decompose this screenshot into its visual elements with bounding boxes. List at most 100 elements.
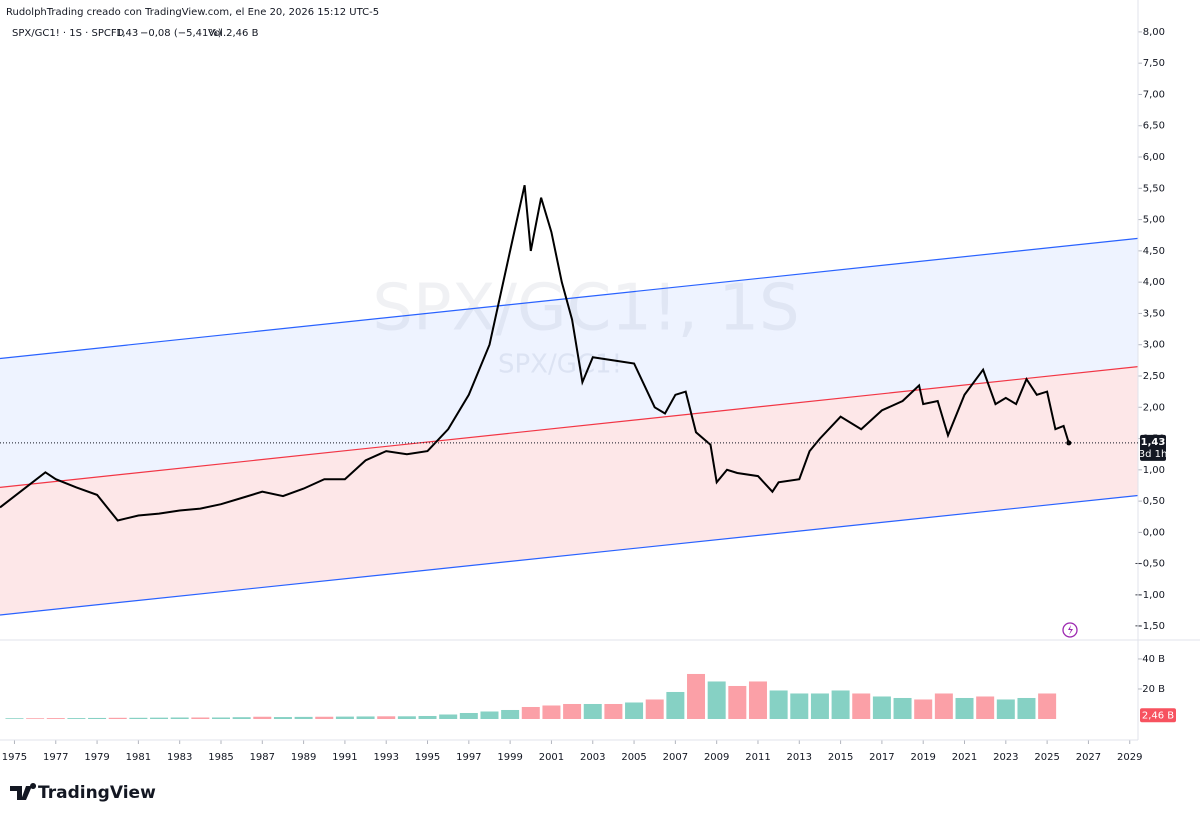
volume-bar: [439, 714, 458, 719]
volume-bar: [852, 693, 871, 719]
channel-line: [0, 494, 1139, 616]
volume-bar: [625, 702, 644, 719]
change: −0,08 (−5,41%): [140, 28, 222, 39]
volume-bar: [501, 709, 520, 719]
volume-bar: [170, 717, 189, 719]
volume-bar: [232, 717, 251, 719]
volume-bar: [377, 716, 396, 719]
flash-icon: [1062, 622, 1078, 638]
volume-bar: [542, 705, 561, 719]
volume-bar: [728, 685, 747, 719]
volume-bar: [872, 696, 891, 719]
volume-bar: [294, 716, 313, 719]
volume-bar: [67, 718, 86, 719]
x-tick-label: 1997: [456, 752, 481, 763]
volume-bar: [5, 718, 24, 719]
volume-bar: [748, 681, 767, 719]
x-tick-label: 2021: [952, 752, 977, 763]
y-tick-label: 6,00: [1143, 152, 1165, 163]
channel-fill-upper: [0, 238, 1138, 488]
y-tick-label: −0,50: [1134, 559, 1165, 570]
volume-bar: [645, 699, 664, 719]
y-tick-label: 4,50: [1143, 246, 1165, 257]
volume-bar: [521, 706, 540, 719]
volume-bar: [191, 717, 210, 719]
y-tick-label: 2,00: [1143, 402, 1165, 413]
x-tick-label: 2017: [869, 752, 894, 763]
brand: TradingView: [38, 783, 156, 803]
y-tick-label: 5,50: [1143, 183, 1165, 194]
x-tick-label: 2019: [910, 752, 935, 763]
x-tick-label: 2005: [621, 752, 646, 763]
x-tick-label: 2025: [1034, 752, 1059, 763]
x-tick-label: 2001: [539, 752, 564, 763]
brand-logo: [10, 783, 37, 800]
volume-header: Vol.2,46 B: [208, 28, 259, 39]
volume-bar: [687, 673, 706, 719]
x-tick-label: 1981: [126, 752, 151, 763]
y-tick-label: 0,50: [1143, 496, 1165, 507]
x-tick-label: 2011: [745, 752, 770, 763]
y-tick-label: 1,00: [1143, 465, 1165, 476]
countdown: 3d 1h: [1139, 449, 1168, 460]
x-tick-label: 1979: [84, 752, 109, 763]
volume-bar: [769, 690, 788, 719]
volume-bar: [150, 717, 169, 719]
volume-bar: [666, 691, 685, 719]
volume-bar: [459, 712, 478, 719]
volume-bar: [955, 697, 974, 719]
y-tick-label: 3,00: [1143, 340, 1165, 351]
y-tick-label: 8,00: [1143, 27, 1165, 38]
volume-bar: [893, 697, 912, 719]
x-tick-label: 2013: [787, 752, 812, 763]
volume-bar: [1017, 697, 1036, 719]
x-tick-label: 2029: [1117, 752, 1142, 763]
last-price-header: 1,43: [116, 28, 138, 39]
volume-tick-label: 40 B: [1142, 654, 1165, 665]
watermark: SPX/GC1!, 1S: [372, 272, 799, 346]
x-tick-label: 1999: [497, 752, 522, 763]
volume-bar: [129, 717, 148, 719]
last-price-box: [1140, 434, 1166, 461]
x-tick-label: 1989: [291, 752, 316, 763]
x-tick-label: 1975: [2, 752, 27, 763]
channel-fill-lower: [0, 366, 1138, 615]
volume-bar: [996, 699, 1015, 719]
volume-bar: [831, 690, 850, 719]
y-tick-label: 3,50: [1143, 308, 1165, 319]
volume-bar: [46, 718, 65, 719]
price-line: [0, 184, 1070, 522]
x-tick-label: 1983: [167, 752, 192, 763]
x-tick-label: 1993: [373, 752, 398, 763]
volume-bar: [418, 715, 437, 719]
channel-line: [0, 366, 1139, 488]
volume-bar: [914, 699, 933, 719]
volume-bar: [356, 716, 375, 719]
x-tick-label: 1977: [43, 752, 68, 763]
volume-bar: [335, 716, 354, 719]
x-tick-label: 2009: [704, 752, 729, 763]
last-price-label: 1,43: [1141, 437, 1166, 448]
x-tick-label: 2027: [1076, 752, 1101, 763]
plot: [0, 184, 1139, 719]
volume-bar: [211, 717, 230, 719]
y-tick-label: −1,50: [1134, 621, 1165, 632]
y-tick-label: 7,00: [1143, 89, 1165, 100]
y-tick-label: 6,50: [1143, 121, 1165, 132]
x-tick-label: 1987: [250, 752, 275, 763]
symbol: SPX/GC1! · 1S · SPCFD: [12, 28, 125, 39]
x-tick-label: 1991: [332, 752, 357, 763]
y-tick-label: 5,00: [1143, 215, 1165, 226]
channel-line: [0, 237, 1139, 360]
volume-bar: [707, 681, 726, 719]
volume-bar: [480, 711, 499, 719]
volume-bar: [26, 718, 45, 719]
x-tick-label: 2007: [663, 752, 688, 763]
volume-bar: [397, 716, 416, 719]
volume-bar: [1038, 693, 1057, 719]
volume-bar: [253, 716, 272, 719]
volume-last-box: [1140, 708, 1176, 723]
volume-bar: [563, 703, 582, 719]
y-tick-label: −1,00: [1134, 590, 1165, 601]
